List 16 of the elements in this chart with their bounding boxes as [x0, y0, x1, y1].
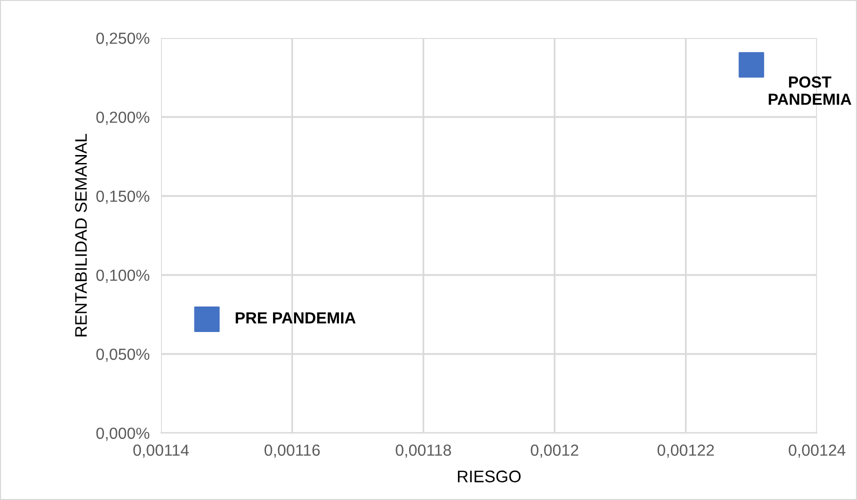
x-tick-label: 0,00124 [788, 444, 846, 458]
y-axis-title: RENTABILIDAD SEMANAL [75, 134, 87, 336]
x-tick-label: 0,0012 [530, 444, 578, 458]
x-tick-label: 0,00116 [264, 444, 320, 458]
y-tick-label: 0,000% [96, 428, 150, 441]
x-axis-title: RIESGO [458, 470, 521, 482]
x-tick-label: 0,00122 [658, 444, 714, 458]
x-tick-label: 0,00114 [133, 444, 189, 458]
y-tick-label: 0,200% [96, 112, 150, 125]
y-tick-label: 0,150% [96, 190, 150, 204]
annotation: POST PANDEMIA [768, 76, 852, 105]
annotation: PRE PANDEMIA [236, 312, 356, 324]
y-tick-label: 0,250% [96, 32, 150, 46]
x-tick-label: 0,00118 [396, 444, 451, 458]
y-tick-label: 0,100% [96, 270, 150, 283]
y-tick-label: 0,050% [96, 348, 150, 362]
